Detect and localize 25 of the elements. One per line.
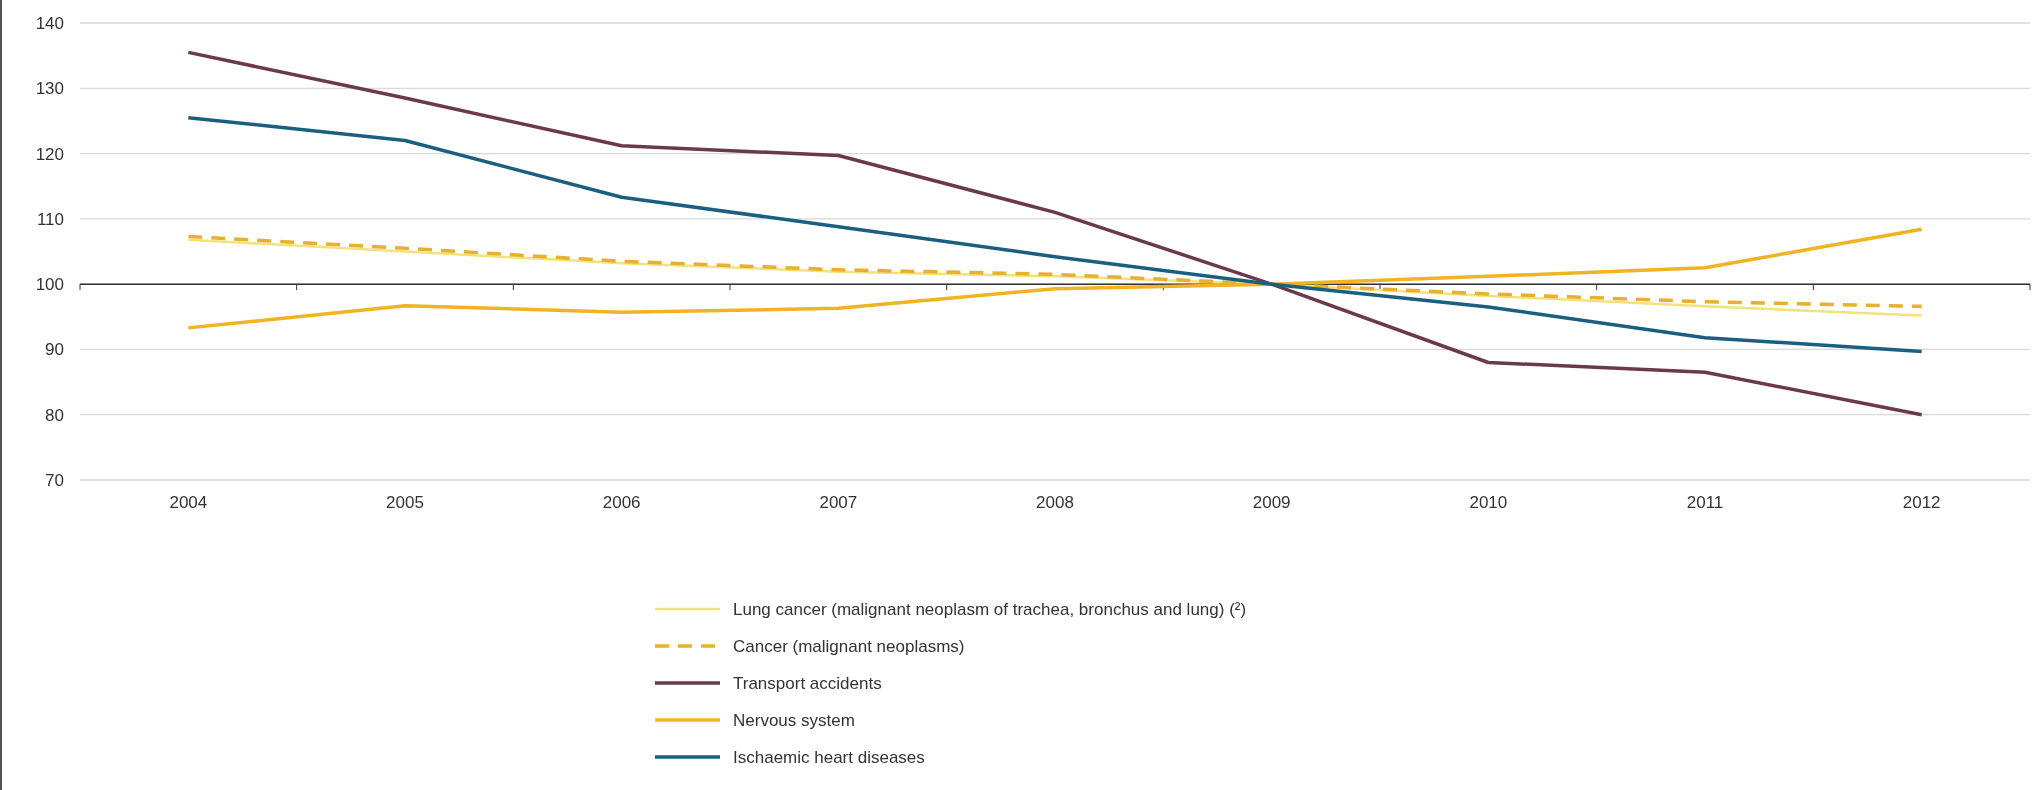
y-tick-label: 90	[45, 340, 64, 360]
legend-label: Lung cancer (malignant neoplasm of trachea, bronchus and lung) (²)	[733, 600, 1247, 619]
x-tick-label: 2012	[1902, 493, 1941, 513]
y-tick-label: 140	[35, 13, 64, 33]
y-tick-label: 130	[35, 79, 64, 99]
legend-label: Ischaemic heart diseases	[733, 748, 925, 767]
legend-label: Cancer (malignant neoplasms)	[733, 637, 965, 656]
x-tick-label: 2006	[602, 493, 641, 513]
x-tick-label: 2005	[386, 493, 424, 513]
y-tick-label: 80	[45, 405, 64, 425]
y-tick-label: 100	[35, 275, 64, 295]
x-tick-label: 2009	[1252, 493, 1291, 513]
x-tick-label: 2008	[1036, 493, 1074, 513]
x-tick-label: 2007	[819, 493, 858, 513]
y-tick-label: 120	[35, 144, 64, 164]
y-tick-label: 70	[45, 470, 64, 490]
x-tick-label: 2004	[169, 493, 208, 513]
line-series	[186, 50, 1924, 417]
legend-label: Transport accidents	[733, 674, 882, 693]
x-tick-label: 2011	[1686, 493, 1724, 513]
legend-label: Nervous system	[733, 711, 855, 730]
y-tick-label: 110	[36, 209, 64, 229]
line-series	[186, 115, 1924, 354]
x-tick-label: 2010	[1469, 493, 1508, 513]
line-series	[186, 227, 1924, 330]
